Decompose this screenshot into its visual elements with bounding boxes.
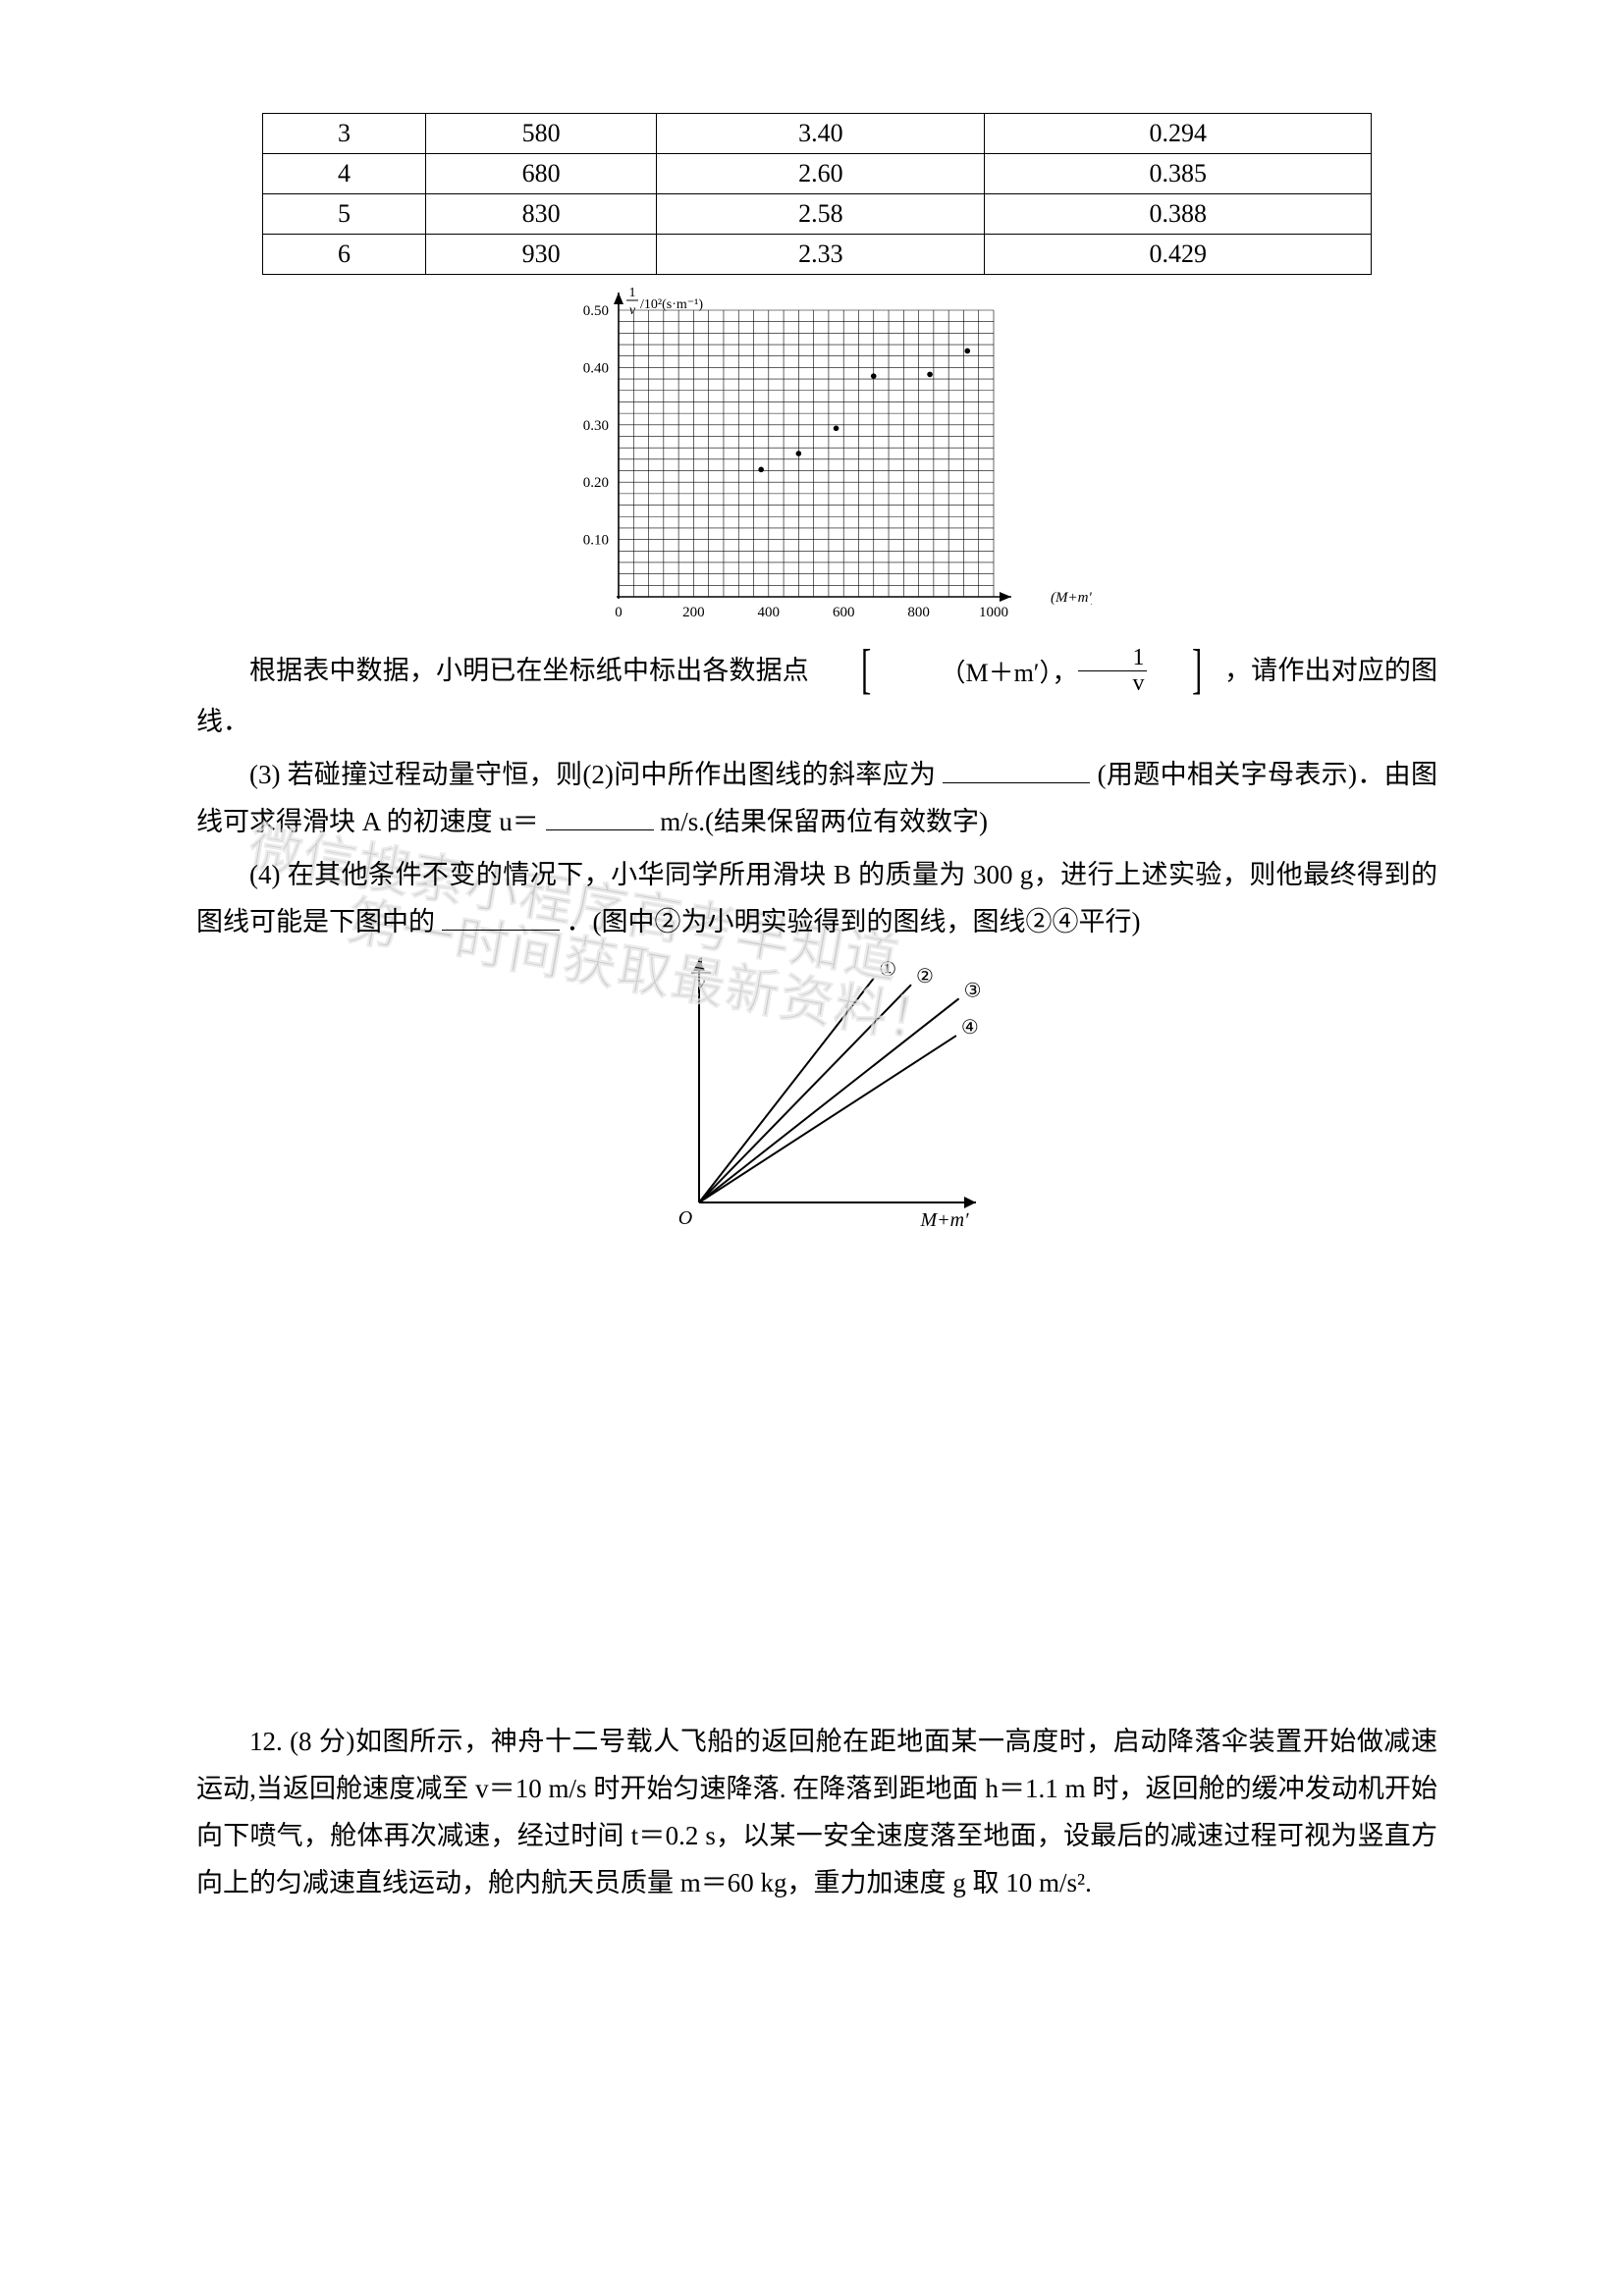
svg-text:1000: 1000 xyxy=(979,605,1008,620)
cell: 3 xyxy=(263,114,426,154)
question-3: (3) 若碰撞过程动量守恒，则(2)问中所作出图线的斜率应为 (用题中相关字母表… xyxy=(196,751,1437,845)
svg-text:0.50: 0.50 xyxy=(583,303,609,319)
svg-text:/10²(s·m⁻¹): /10²(s·m⁻¹) xyxy=(640,297,703,312)
q4-part-b: ．(图中②为小明实验得到的图线，图线②④平行) xyxy=(567,907,1141,936)
scatter-chart-container: 0 200 400 600 800 1000 0.10 0.20 0.30 0.40 0.50 1 v /… xyxy=(196,283,1437,641)
cell: 5 xyxy=(263,194,426,235)
svg-text:0.40: 0.40 xyxy=(583,360,609,376)
spacer xyxy=(196,1251,1437,1712)
right-bracket: ] xyxy=(1163,650,1202,689)
svg-text:M+m′: M+m′ xyxy=(920,1209,970,1231)
cell: 2.60 xyxy=(657,154,985,194)
fraction-1v: 1 v xyxy=(1078,646,1147,696)
svg-text:1: 1 xyxy=(629,286,636,300)
table-row: 3 580 3.40 0.294 xyxy=(263,114,1372,154)
cell: 3.40 xyxy=(657,114,985,154)
cell: 0.385 xyxy=(985,154,1372,194)
big-bracket-expr: [ （M＋m′）， 1 v ] xyxy=(816,648,1218,698)
bracket-inner: （M＋m′）， xyxy=(887,650,1077,697)
table-row: 5 830 2.58 0.388 xyxy=(263,194,1372,235)
question-12: 12. (8 分)如图所示，神舟十二号载人飞船的返回舱在距地面某一高度时，启动降… xyxy=(196,1718,1437,1906)
cell: 830 xyxy=(425,194,656,235)
blank-u xyxy=(546,808,654,830)
svg-text:400: 400 xyxy=(758,605,781,620)
svg-text:④: ④ xyxy=(961,1018,979,1040)
svg-text:③: ③ xyxy=(964,981,982,1002)
cell: 2.33 xyxy=(657,235,985,275)
svg-text:①: ① xyxy=(879,960,896,982)
svg-text:(M+m')/g: (M+m')/g xyxy=(1051,590,1092,606)
cell: 0.294 xyxy=(985,114,1372,154)
cell: 2.58 xyxy=(657,194,985,235)
cell: 580 xyxy=(425,114,656,154)
frac-den: v xyxy=(1078,671,1147,696)
cell: 0.388 xyxy=(985,194,1372,235)
cell: 4 xyxy=(263,154,426,194)
cell: 0.429 xyxy=(985,235,1372,275)
data-table: 3 580 3.40 0.294 4 680 2.60 0.385 5 830 … xyxy=(262,113,1372,275)
cell: 680 xyxy=(425,154,656,194)
svg-text:600: 600 xyxy=(833,605,855,620)
svg-text:1: 1 xyxy=(697,953,706,973)
svg-text:200: 200 xyxy=(682,605,705,620)
svg-text:0.20: 0.20 xyxy=(583,475,609,491)
svg-text:O: O xyxy=(678,1207,692,1229)
line-chart-container: O M+m′ 1v ①② ③ ④ xyxy=(196,951,1437,1251)
q3-part-c: m/s.(结果保留两位有效数字) xyxy=(660,807,988,836)
svg-text:0.30: 0.30 xyxy=(583,418,609,434)
table-row: 6 930 2.33 0.429 xyxy=(263,235,1372,275)
left-bracket: [ xyxy=(832,650,871,689)
svg-text:v: v xyxy=(629,303,636,318)
question-4: (4) 在其他条件不变的情况下，小华同学所用滑块 B 的质量为 300 g，进行… xyxy=(196,851,1437,945)
svg-text:0.10: 0.10 xyxy=(583,533,609,549)
q3-part-a: (3) 若碰撞过程动量守恒，则(2)问中所作出图线的斜率应为 xyxy=(249,760,936,789)
table-row: 4 680 2.60 0.385 xyxy=(263,154,1372,194)
line-chart: O M+m′ 1v ①② ③ ④ xyxy=(640,951,994,1246)
blank-slope xyxy=(943,761,1090,783)
text: 根据表中数据，小明已在坐标纸中标出各数据点 xyxy=(249,656,809,685)
svg-text:800: 800 xyxy=(907,605,930,620)
para-1: 根据表中数据，小明已在坐标纸中标出各数据点 [ （M＋m′）， 1 v ] ，请… xyxy=(196,647,1437,745)
cell: 6 xyxy=(263,235,426,275)
svg-text:v: v xyxy=(697,973,705,992)
frac-num: 1 xyxy=(1078,646,1147,671)
blank-choice xyxy=(442,908,560,931)
svg-text:0: 0 xyxy=(615,605,623,620)
scatter-chart: 0 200 400 600 800 1000 0.10 0.20 0.30 0.40 0.50 1 v /… xyxy=(542,283,1092,636)
cell: 930 xyxy=(425,235,656,275)
svg-text:②: ② xyxy=(916,967,934,988)
